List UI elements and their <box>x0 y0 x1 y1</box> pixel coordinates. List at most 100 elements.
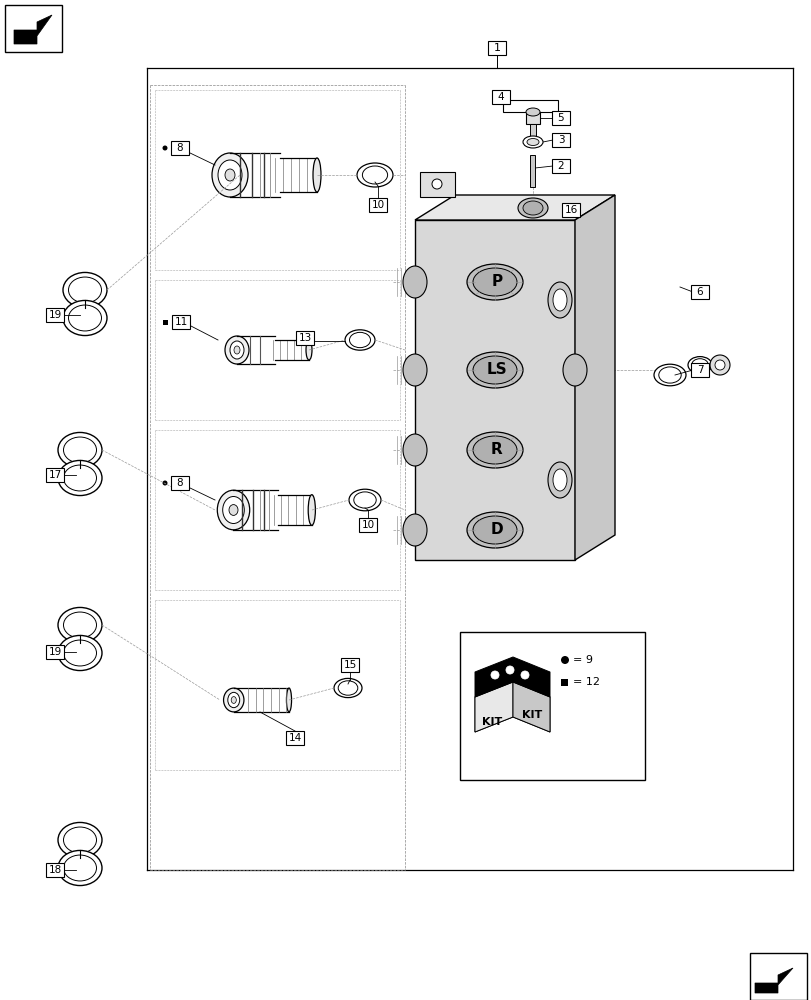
Text: R: R <box>491 442 502 458</box>
Polygon shape <box>513 682 549 732</box>
Ellipse shape <box>217 160 242 190</box>
Ellipse shape <box>228 692 239 708</box>
Ellipse shape <box>362 166 387 184</box>
Ellipse shape <box>466 352 522 388</box>
Ellipse shape <box>357 163 393 187</box>
Ellipse shape <box>58 460 102 496</box>
Ellipse shape <box>473 436 517 464</box>
Ellipse shape <box>225 169 234 181</box>
Polygon shape <box>474 657 549 697</box>
Bar <box>341 658 358 672</box>
Ellipse shape <box>466 264 522 300</box>
Bar <box>690 363 708 377</box>
Ellipse shape <box>63 300 107 336</box>
Text: LS: LS <box>486 362 507 377</box>
Ellipse shape <box>473 356 517 384</box>
Ellipse shape <box>58 607 102 643</box>
Text: 2: 2 <box>557 161 564 171</box>
Ellipse shape <box>63 827 97 853</box>
Text: = 12: = 12 <box>573 677 599 687</box>
Bar <box>358 518 376 532</box>
Ellipse shape <box>229 505 238 515</box>
Polygon shape <box>414 220 574 560</box>
Text: 8: 8 <box>177 143 183 153</box>
Ellipse shape <box>338 681 358 695</box>
Ellipse shape <box>552 469 566 491</box>
Text: KIT: KIT <box>481 717 501 727</box>
Ellipse shape <box>63 272 107 308</box>
Ellipse shape <box>306 340 311 360</box>
Polygon shape <box>474 682 513 732</box>
Polygon shape <box>574 195 614 560</box>
Ellipse shape <box>312 158 320 192</box>
Ellipse shape <box>212 153 247 197</box>
Ellipse shape <box>63 612 97 638</box>
Ellipse shape <box>402 354 427 386</box>
Text: 1: 1 <box>493 43 500 53</box>
Text: 3: 3 <box>557 135 564 145</box>
Bar <box>530 124 535 138</box>
Text: 11: 11 <box>174 317 187 327</box>
Bar <box>368 198 387 212</box>
Bar <box>749 953 806 1000</box>
Bar <box>502 100 557 112</box>
Circle shape <box>162 146 167 151</box>
Text: 15: 15 <box>343 660 356 670</box>
Ellipse shape <box>354 492 375 508</box>
Ellipse shape <box>286 688 291 712</box>
Text: 6: 6 <box>696 287 702 297</box>
Bar <box>171 141 189 155</box>
Ellipse shape <box>349 332 370 348</box>
Text: 17: 17 <box>49 470 62 480</box>
Ellipse shape <box>547 462 571 498</box>
Polygon shape <box>754 968 792 993</box>
Text: 19: 19 <box>49 310 62 320</box>
Ellipse shape <box>68 277 101 303</box>
Ellipse shape <box>687 357 711 373</box>
Ellipse shape <box>63 855 97 881</box>
Text: 10: 10 <box>361 520 374 530</box>
Ellipse shape <box>333 678 362 698</box>
Ellipse shape <box>234 346 240 354</box>
Circle shape <box>505 666 513 674</box>
Circle shape <box>709 355 729 375</box>
Ellipse shape <box>526 108 539 116</box>
Ellipse shape <box>517 198 547 218</box>
Ellipse shape <box>691 359 707 371</box>
Ellipse shape <box>547 282 571 318</box>
Text: 16: 16 <box>564 205 577 215</box>
Ellipse shape <box>58 822 102 858</box>
Text: 8: 8 <box>177 478 183 488</box>
Bar <box>285 731 303 745</box>
Bar <box>46 863 64 877</box>
Bar <box>526 112 539 124</box>
Ellipse shape <box>466 512 522 548</box>
Bar <box>530 155 534 187</box>
Bar <box>460 632 644 780</box>
Ellipse shape <box>231 697 236 703</box>
Bar <box>5 5 62 52</box>
Bar <box>46 468 64 482</box>
Ellipse shape <box>653 364 685 386</box>
Ellipse shape <box>63 437 97 463</box>
Polygon shape <box>14 15 52 44</box>
Circle shape <box>521 671 528 679</box>
Ellipse shape <box>526 139 539 146</box>
Ellipse shape <box>349 489 380 511</box>
Bar <box>561 678 568 686</box>
Ellipse shape <box>63 465 97 491</box>
Ellipse shape <box>223 688 243 712</box>
Polygon shape <box>474 682 549 732</box>
Text: 5: 5 <box>557 113 564 123</box>
Ellipse shape <box>308 495 315 525</box>
Ellipse shape <box>402 514 427 546</box>
Circle shape <box>431 179 441 189</box>
Bar <box>690 285 708 299</box>
Circle shape <box>714 360 724 370</box>
Ellipse shape <box>562 354 586 386</box>
Ellipse shape <box>402 266 427 298</box>
Ellipse shape <box>658 367 680 383</box>
Ellipse shape <box>552 289 566 311</box>
Bar <box>419 172 454 197</box>
Ellipse shape <box>222 496 244 524</box>
